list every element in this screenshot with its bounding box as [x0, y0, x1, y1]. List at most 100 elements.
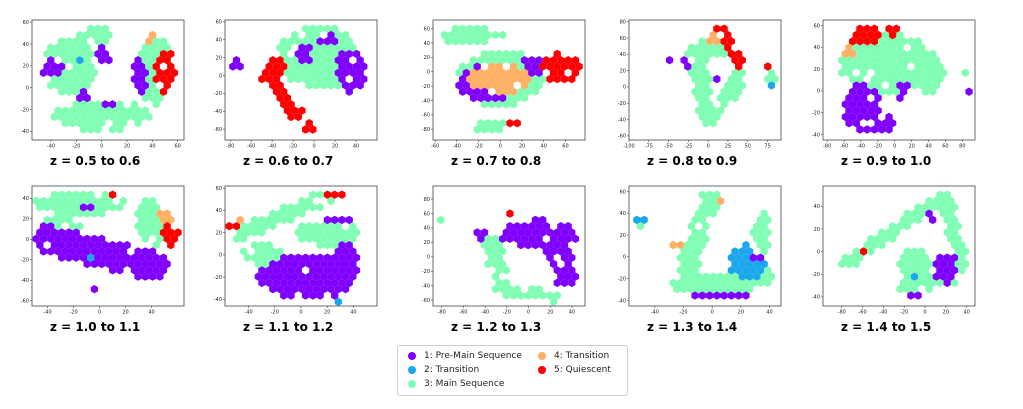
hexbin-cell-class-3 [94, 24, 102, 33]
hexbin-cell-class-3 [480, 37, 489, 46]
hexbin-cell-class-3 [499, 30, 507, 40]
hexbin-cell-class-3 [845, 68, 853, 77]
hexbin-cell-class-3 [899, 74, 908, 84]
hexbin-cell-class-3 [320, 43, 328, 52]
x-tick-label: 40 [925, 144, 931, 150]
hexbin-cell-class-3 [145, 112, 153, 122]
hexbin-cell-class-1 [345, 253, 353, 262]
hexbin-cell-class-2 [753, 272, 761, 281]
hexbin-cell-class-3 [283, 56, 292, 65]
hexbin-cell-class-1 [305, 259, 313, 269]
y-tick-label: 60 [424, 211, 430, 217]
hexbin-cell-class-2 [749, 266, 757, 275]
hexbin-cell-class-3 [477, 119, 485, 128]
hexbin-cell-class-3 [687, 43, 696, 52]
hexbin-cell-class-3 [705, 112, 714, 122]
hexbin-cell-class-4 [491, 68, 500, 77]
hexbin-cell-class-3 [899, 215, 908, 225]
y-tick-label: -20 [422, 269, 430, 275]
hexbin-cell-class-3 [90, 106, 99, 115]
y-tick-label: 40 [216, 38, 222, 44]
hexbin-cell-class-3 [50, 112, 59, 122]
hexbin-cell-class-1 [889, 119, 897, 128]
hexbin-cell-class-3 [243, 253, 252, 262]
hexbin-cell-class-3 [280, 215, 288, 225]
hexbin-cell-class-3 [914, 62, 922, 71]
y-tick-label: 40 [620, 211, 626, 217]
hexbin-cell-class-3 [54, 222, 62, 231]
hexbin-cell-class-3 [896, 259, 904, 269]
hexbin-cell-class-2 [727, 253, 736, 262]
hexbin-cell-class-1 [141, 259, 149, 269]
hexbin-cell-class-1 [564, 272, 572, 281]
hexbin-cell-class-3 [731, 272, 739, 281]
legend-marker [408, 366, 416, 374]
hexbin-cell-class-3 [254, 247, 262, 256]
hexbin-cell-class-1 [269, 285, 277, 294]
hexbin-cell-class-3 [936, 190, 944, 199]
hexbin-cell-class-3 [950, 215, 959, 225]
hexbin-cell-class-5 [859, 30, 868, 40]
hexbin-cell-class-1 [506, 222, 514, 231]
hexbin-cell-class-5 [546, 62, 554, 71]
hexbin-cell-class-3 [546, 291, 554, 300]
hexbin-cell-class-3 [349, 43, 357, 52]
hexbin-cell-class-3 [709, 196, 717, 206]
hexbin-cell-class-4 [849, 49, 857, 59]
hexbin-cell-class-3 [845, 56, 853, 65]
hexbin-cell-class-3 [334, 222, 342, 231]
hexbin-cell-class-1 [352, 253, 361, 262]
hexbin-cell-class-3 [484, 259, 492, 269]
hexbin-cell-class-5 [163, 234, 171, 243]
hexbin-cell-class-3 [72, 112, 80, 122]
hexbin-cell-class-3 [280, 37, 288, 46]
hexbin-cell-class-1 [549, 259, 558, 269]
hexbin-cell-class-3 [735, 278, 743, 288]
hexbin-cell-class-3 [94, 37, 102, 46]
hexbin-cell-class-4 [163, 209, 171, 218]
hexbin-cell-class-3 [914, 253, 922, 262]
hexbin-cell-class-1 [54, 234, 62, 243]
hexbin-cell-class-3 [878, 74, 886, 84]
hexbin-cell-class-3 [899, 62, 908, 71]
hexbin-cell-class-1 [742, 291, 750, 300]
hexbin-cell-class-3 [724, 285, 732, 294]
hexbin-cell-class-3 [58, 203, 66, 212]
hexbin-cell-class-3 [695, 81, 703, 90]
hexbin-cell-class-3 [914, 215, 922, 225]
hexbin-cell-class-1 [72, 228, 80, 237]
y-tick-label: -40 [618, 298, 626, 304]
hexbin-cell-class-3 [101, 37, 109, 46]
hexbin-cell-class-1 [896, 93, 904, 103]
x-tick-label: -60 [840, 144, 848, 150]
hexbin-cell-class-3 [491, 234, 500, 243]
hexbin-cell-class-1 [298, 43, 306, 52]
hexbin-cell-class-3 [101, 112, 109, 122]
hexbin-cell-class-3 [684, 240, 692, 250]
hexbin-cell-class-1 [939, 272, 948, 281]
hexbin-cell-class-3 [141, 106, 149, 115]
hexbin-cell-class-1 [557, 272, 565, 281]
hexbin-cell-class-3 [921, 278, 930, 288]
hexbin-cell-class-3 [502, 49, 510, 59]
hexbin-cell-class-3 [506, 93, 514, 103]
hexbin-cell-class-3 [918, 43, 926, 52]
hexbin-cell-class-1 [338, 278, 346, 288]
hexbin-cell-class-3 [116, 203, 124, 212]
hexbin-cell-class-3 [874, 56, 882, 65]
hexbin-cell-class-3 [327, 56, 335, 65]
hexbin-cell-class-3 [705, 203, 714, 212]
chart-panel: -40 -20 0 20 40 -40 -20 0 20 40 60 z = 1.1 to 1.2 [214, 185, 378, 346]
hexbin-cell-class-3 [301, 62, 310, 71]
hexbin-cell-class-3 [738, 81, 746, 90]
chart-panel: -40 -20 0 20 40 -40 -20 0 20 40 60 z = 1.3 to 1.4 [618, 185, 782, 346]
hexbin-cell-class-3 [68, 81, 77, 90]
hexbin-cell-class-3 [961, 68, 970, 77]
hexbin-cell-class-3 [251, 215, 259, 225]
hexbin-cell-class-3 [451, 24, 460, 33]
chart-panel: -100 -75 -50 -25 0 25 50 75 -60 -40 -20 0 20 40 60 80 z … [618, 19, 782, 180]
hexbin-cell-class-3 [695, 259, 703, 269]
y-tick-label: 60 [620, 36, 626, 42]
hexbin-cell-class-3 [269, 222, 277, 231]
hexbin-cell-class-3 [141, 196, 149, 206]
